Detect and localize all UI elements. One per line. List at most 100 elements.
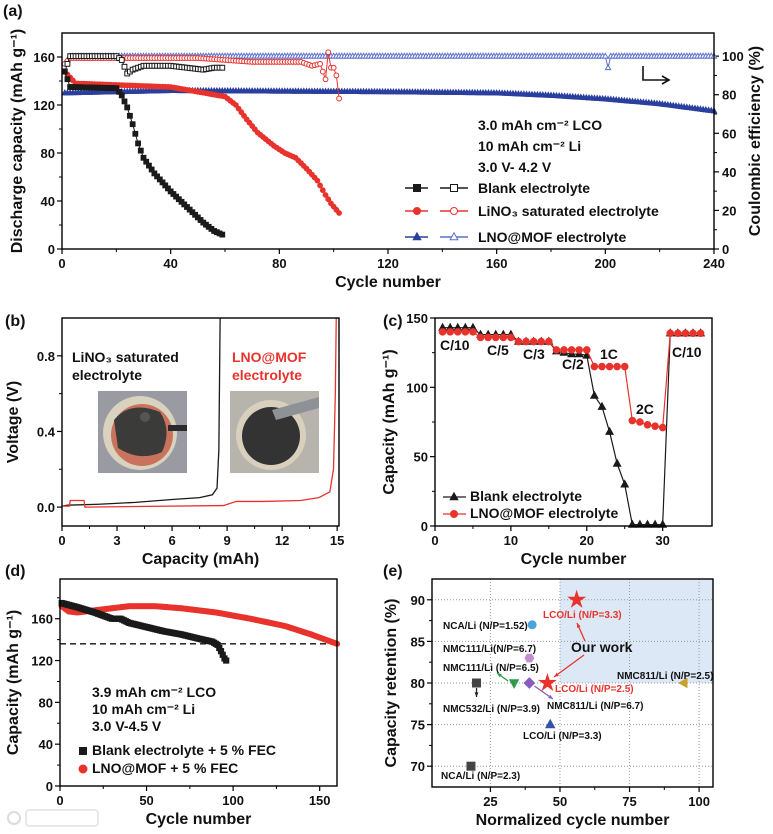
y-tick-label: 120 [33, 98, 55, 113]
literature-point: NMC811/Li (N/P=6.7) [523, 677, 643, 712]
legend-marker [449, 491, 459, 501]
rate-point [537, 337, 546, 346]
rate-point [666, 329, 675, 338]
x-tick-label: 25 [483, 794, 497, 809]
y-tick-label: 0 [48, 242, 55, 257]
point-marker [466, 761, 476, 771]
y-tick-label: 50 [414, 450, 428, 465]
literature-point: NCA/Li (N/P=1.52) [443, 620, 537, 632]
series-1 [61, 49, 343, 216]
series-2 [61, 52, 718, 114]
label-lino3-line2: electrolyte [72, 367, 142, 383]
point-label: NCA/Li (N/P=2.3) [441, 771, 520, 782]
capacity-point [322, 192, 329, 198]
panel-a-annotations: 3.0 mAh cm⁻² LCO 10 mAh cm⁻² Li 3.0 V- 4… [478, 66, 671, 245]
capacity-point [219, 231, 226, 238]
highlight-region [559, 579, 713, 683]
y-tick-label: 150 [406, 311, 428, 326]
literature-point: LCO/Li (N/P=3.3) [543, 589, 622, 621]
rate-point [696, 329, 705, 338]
capacity-point [129, 121, 136, 128]
capacity-point [135, 140, 141, 147]
rate-point [560, 346, 568, 354]
rate-point [552, 346, 561, 354]
legend-label-blank: Blank electrolyte + 5 % FEC [92, 742, 276, 758]
legend-entry [405, 231, 468, 241]
rate-point [590, 362, 599, 371]
legend-label-blank: Blank electrolyte [478, 180, 590, 196]
voltage-curve [62, 317, 337, 508]
legend-label-lnomof: LNO@MOF electrolyte [478, 229, 626, 245]
rate-point [446, 328, 454, 336]
annotation-anode: 10 mAh cm⁻² Li [478, 138, 581, 154]
literature-point: NMC111/Li (N/P=6.5) [443, 663, 539, 689]
rate-point [476, 333, 485, 342]
y-tick-label: 80 [411, 676, 425, 691]
rate-point [529, 337, 538, 346]
capacity-point [118, 92, 125, 99]
ce-point [325, 49, 332, 56]
x-tick-label: 100 [688, 794, 710, 809]
rate-label: C/2 [562, 356, 584, 372]
rate-point [567, 346, 576, 354]
ce-point [64, 60, 71, 67]
rate-point [469, 328, 477, 336]
x-tick-label: 0 [56, 793, 63, 808]
y-axis-title: Capacity (mAh g⁻¹) [5, 610, 22, 755]
label-lnomof-line2: electrolyte [232, 367, 302, 383]
panel-e-plot: 25 50 75 100 70 75 80 85 90 Normalized cycle numb… [383, 578, 714, 829]
y-tick-label: 100 [406, 380, 428, 395]
capacity-point [132, 130, 139, 137]
ce-point [330, 64, 337, 71]
ce-point [317, 60, 323, 67]
rate-point [605, 362, 614, 371]
y2-tick-label: 20 [722, 203, 736, 218]
lithium-anode-photo-lnomof [230, 391, 319, 473]
rate-point [438, 328, 447, 336]
capacity-point [127, 112, 133, 119]
x-axis-title: Cycle number [146, 811, 252, 828]
point-marker [472, 678, 482, 688]
legend-marker [78, 764, 88, 774]
rate-point [453, 328, 462, 336]
series-1 [438, 328, 705, 432]
legend-label-lnomof: LNO@MOF + 5 % FEC [92, 760, 238, 776]
x-tick-label: 80 [272, 256, 286, 271]
point-label: LCO/Li (N/P=2.5) [555, 684, 634, 695]
point-label: NMC111/Li (N/P=6.5) [443, 663, 539, 674]
x-tick-label: 100 [222, 793, 244, 808]
literature-point: NMC111/Li(N/P=6.7) [443, 644, 536, 663]
plot-frame [431, 578, 714, 788]
label-lino3-line1: LiNO₃ saturated [72, 349, 179, 365]
x-tick-label: 50 [139, 793, 153, 808]
annotation-cathode: 3.0 mAh cm⁻² LCO [478, 117, 602, 133]
rate-point [598, 362, 606, 371]
annotation-anode: 10 mAh cm⁻² Li [92, 701, 195, 717]
panel-label-b: (b) [5, 313, 25, 330]
annotation-voltage: 3.0 V-4.5 V [92, 718, 162, 734]
y2-tick-label: 40 [722, 165, 736, 180]
y-tick-label: 120 [31, 654, 53, 669]
ce-point [322, 76, 329, 83]
rate-label: C/10 [672, 344, 702, 360]
y2-tick-label: 100 [722, 49, 744, 64]
ce-point [604, 63, 612, 71]
point-label: LCO/Li (N/P=3.3) [523, 731, 602, 742]
rate-label: C/5 [487, 342, 509, 358]
x-tick-label: 20 [580, 533, 594, 548]
rate-point [681, 329, 690, 338]
ce-point [118, 57, 125, 63]
y-tick-label: 70 [411, 759, 425, 774]
literature-point: NMC811/Li (N/P=2.5) [617, 671, 713, 689]
capacity-point [124, 104, 131, 111]
capacity-point [61, 68, 68, 75]
x-tick-label: 3 [113, 533, 120, 548]
literature-point: NMC532/Li (N/P=3.9) [443, 678, 540, 715]
x-tick-label: 15 [330, 533, 344, 548]
point-marker [567, 589, 587, 608]
annotation-cathode: 3.9 mAh cm⁻² LCO [92, 684, 216, 700]
panel-label-c: (c) [383, 313, 403, 330]
